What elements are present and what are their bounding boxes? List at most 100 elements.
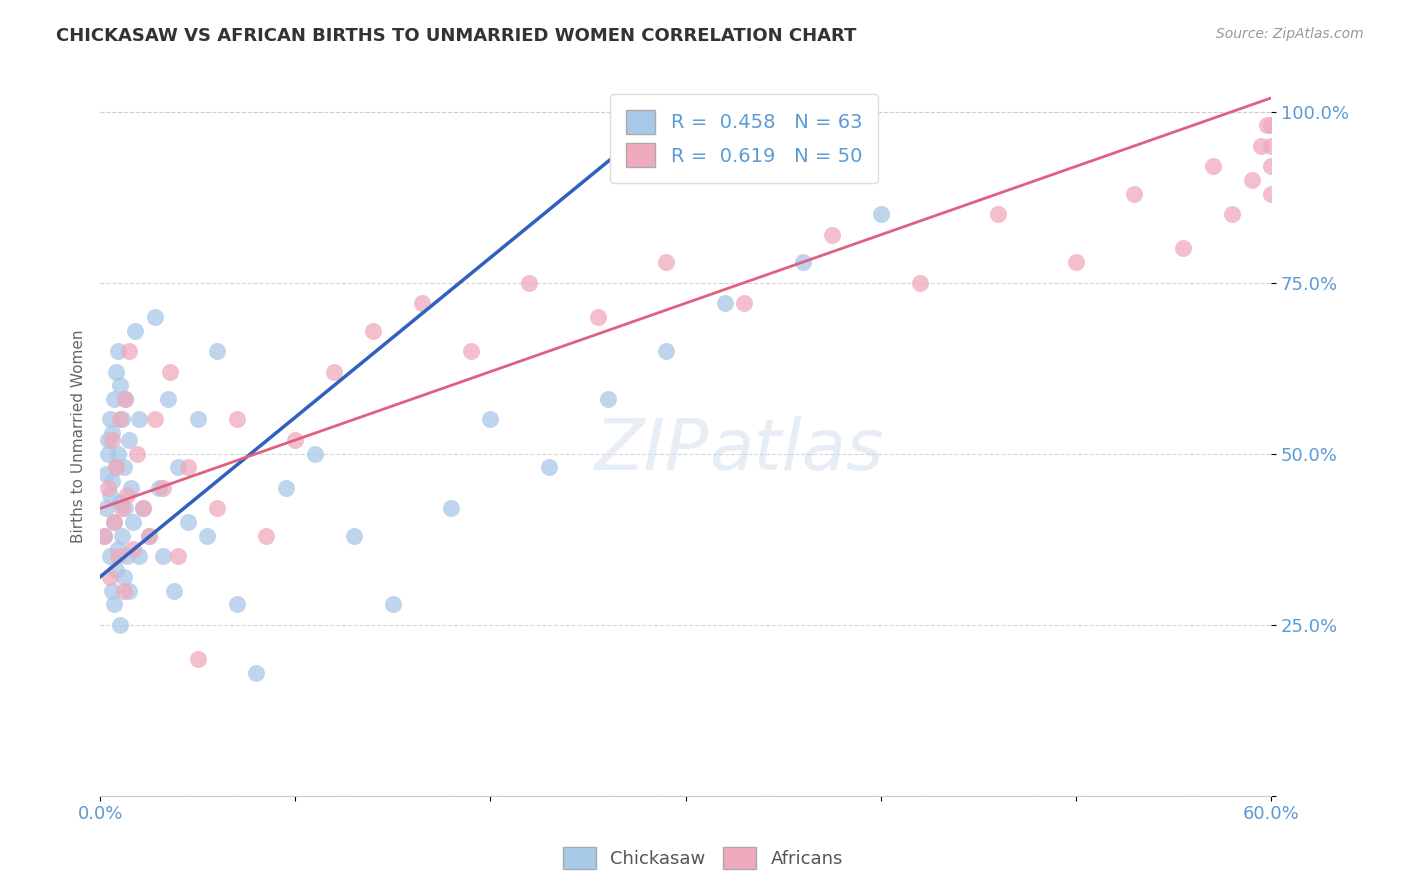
Point (93, 529, 115, 543)
Text: atlas: atlas (709, 417, 883, 485)
Point (304, 447, 326, 461)
Point (94, 501, 117, 516)
Text: ZIP: ZIP (595, 417, 709, 485)
Point (733, 296, 755, 310)
Point (655, 344, 678, 359)
Point (128, 412, 150, 426)
Point (118, 583, 141, 598)
Point (187, 412, 209, 426)
Point (987, 207, 1010, 221)
Point (713, 296, 735, 310)
Point (104, 460, 127, 475)
Point (197, 529, 219, 543)
Point (114, 501, 136, 516)
Point (112, 583, 135, 598)
Point (108, 412, 131, 426)
Point (1260, 160, 1282, 174)
Point (114, 392, 136, 406)
Point (94, 467, 117, 482)
Point (187, 652, 209, 666)
Point (138, 529, 160, 543)
Point (440, 501, 463, 516)
Point (157, 392, 180, 406)
Text: Source: ZipAtlas.com: Source: ZipAtlas.com (1216, 27, 1364, 41)
Point (110, 529, 132, 543)
Point (127, 447, 149, 461)
Point (117, 488, 139, 502)
Point (103, 515, 125, 529)
Point (118, 433, 141, 447)
Point (114, 392, 136, 406)
Point (104, 365, 127, 379)
Point (104, 460, 127, 475)
Point (103, 515, 125, 529)
Point (1201, 160, 1223, 174)
Point (225, 412, 247, 426)
Point (1250, 139, 1272, 153)
Point (104, 563, 127, 577)
Point (908, 276, 931, 290)
Point (98, 570, 121, 584)
Point (108, 617, 131, 632)
Point (148, 481, 170, 495)
Point (177, 460, 200, 475)
Point (586, 310, 609, 324)
Point (103, 597, 125, 611)
Point (93, 529, 115, 543)
Point (108, 378, 131, 392)
Point (97, 433, 120, 447)
Point (1123, 186, 1146, 201)
Point (110, 412, 132, 426)
Point (98, 549, 121, 564)
Point (479, 412, 502, 426)
Point (284, 433, 307, 447)
Point (537, 460, 560, 475)
Point (381, 597, 404, 611)
Point (107, 549, 129, 564)
Point (120, 481, 142, 495)
Point (97, 447, 120, 461)
Point (821, 227, 844, 242)
Point (363, 324, 385, 338)
Point (792, 255, 814, 269)
Point (519, 276, 541, 290)
Point (274, 481, 297, 495)
Point (596, 392, 619, 406)
Point (110, 501, 132, 516)
Point (411, 296, 433, 310)
Legend: R =  0.458   N = 63, R =  0.619   N = 50: R = 0.458 N = 63, R = 0.619 N = 50 (610, 95, 877, 183)
Point (167, 460, 190, 475)
Point (1240, 173, 1263, 187)
Point (107, 447, 129, 461)
Point (112, 460, 135, 475)
Point (205, 344, 228, 359)
Point (343, 529, 366, 543)
Point (118, 344, 141, 359)
Point (103, 392, 125, 406)
Point (1260, 139, 1282, 153)
Point (1064, 255, 1087, 269)
Point (101, 474, 124, 488)
Point (655, 255, 678, 269)
Point (163, 583, 186, 598)
Point (869, 207, 891, 221)
Point (245, 665, 267, 680)
Point (97, 481, 120, 495)
Point (112, 570, 135, 584)
Point (152, 549, 174, 564)
Point (107, 344, 129, 359)
Point (1220, 207, 1243, 221)
Point (460, 344, 482, 359)
Point (1260, 119, 1282, 133)
Point (108, 494, 131, 508)
Point (205, 501, 228, 516)
Point (101, 426, 124, 441)
Point (1256, 119, 1278, 133)
Point (122, 515, 145, 529)
Point (254, 529, 277, 543)
Point (143, 412, 166, 426)
Point (107, 542, 129, 557)
Point (1173, 242, 1195, 256)
Point (1260, 186, 1282, 201)
Point (101, 433, 124, 447)
